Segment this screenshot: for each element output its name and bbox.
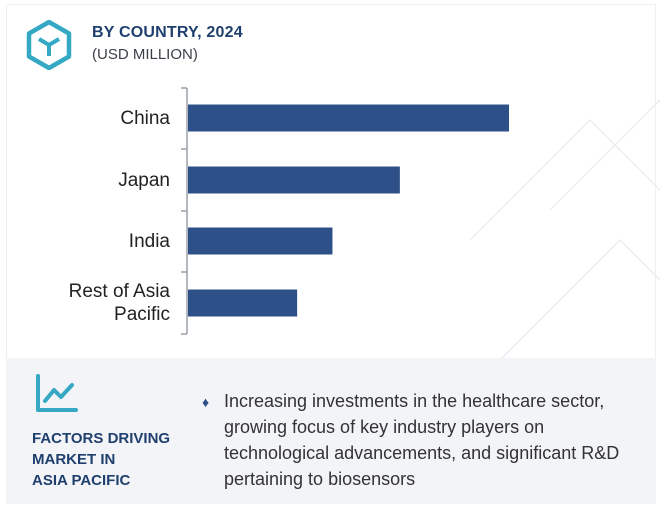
category-label: Rest of Asia Pacific [68,281,170,325]
factors-panel: FACTORS DRIVING MARKET IN ASIA PACIFIC ♦… [6,358,656,504]
background-decoration [469,99,660,360]
factors-text: Increasing investments in the healthcare… [224,391,620,489]
bar-0 [188,104,509,132]
factors-title-line: FACTORS DRIVING [32,430,171,447]
bar-3 [188,289,298,317]
category-label: Japan [118,169,170,191]
factors-title-line: ASIA PACIFIC [32,472,131,489]
bar-chart [181,87,509,335]
bar-2 [188,227,333,255]
cube-logo-icon [26,20,72,70]
factors-title-line: MARKET IN [32,451,116,468]
diamond-bullet-icon: ♦ [202,394,210,410]
chart-title: BY COUNTRY, 2024 [92,24,243,41]
chart-subtitle: (USD MILLION) [92,46,198,63]
category-label: China [120,107,170,129]
factors-title: FACTORS DRIVING MARKET IN ASIA PACIFIC [32,428,192,491]
bar-1 [188,166,400,194]
trend-line-icon [36,374,78,412]
category-label: India [128,230,170,252]
